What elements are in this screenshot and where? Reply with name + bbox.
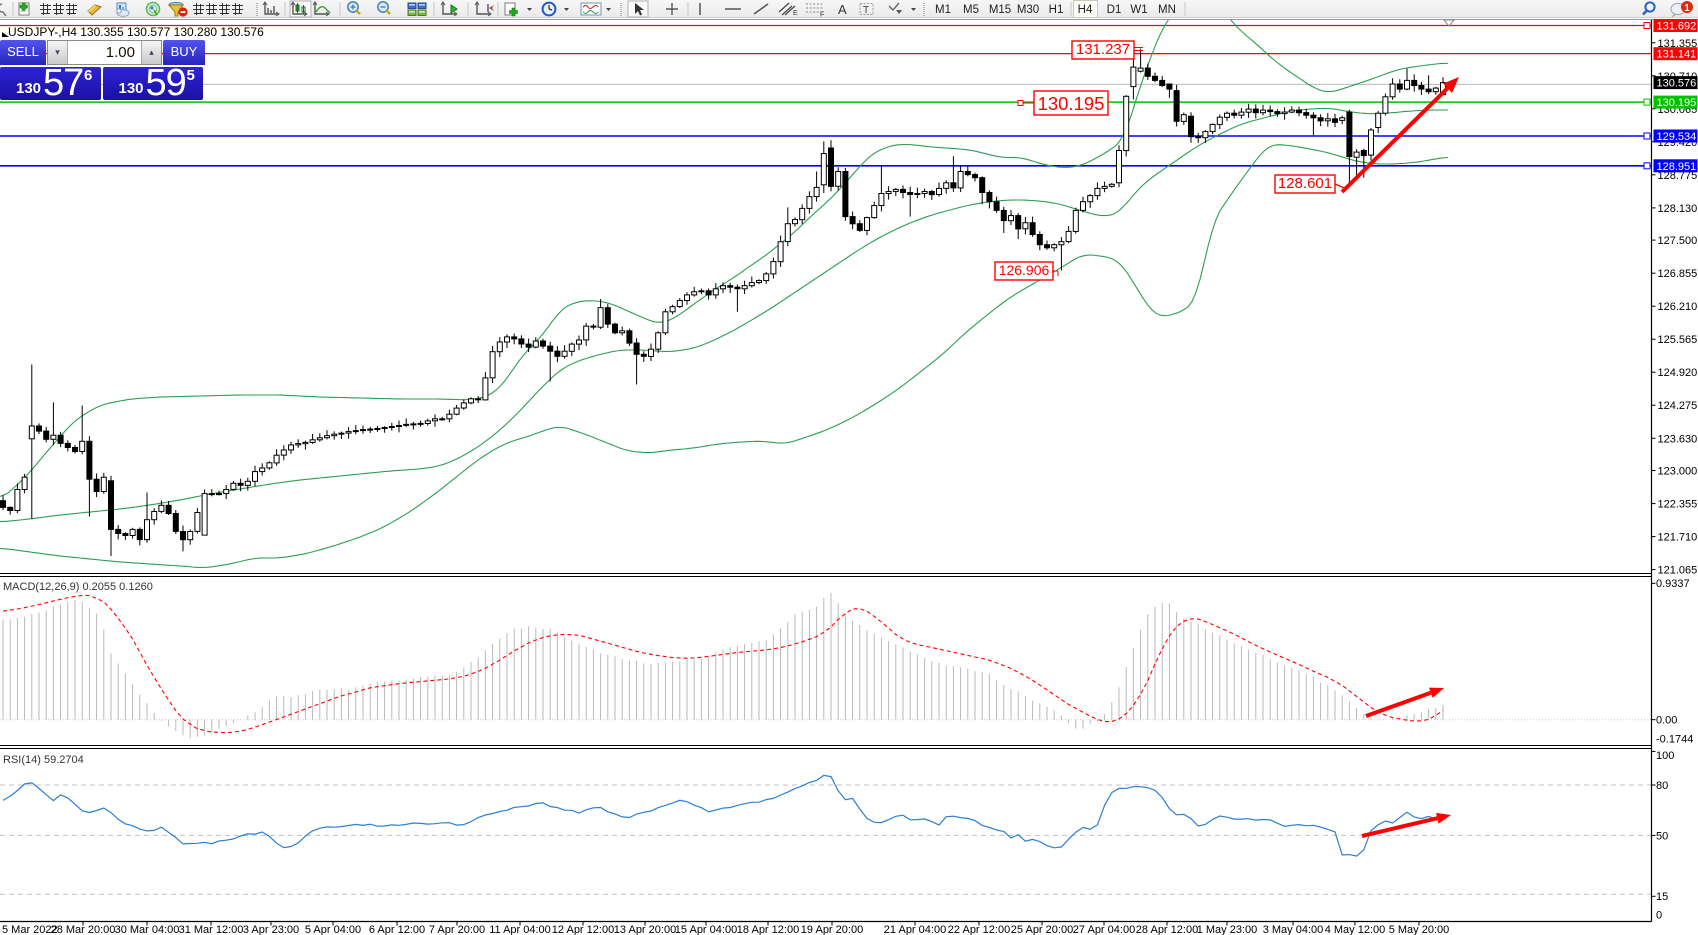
svg-text:124.920: 124.920 (1658, 367, 1698, 379)
svg-text:4 May 12:00: 4 May 12:00 (1325, 924, 1386, 935)
svg-text:M30: M30 (1017, 4, 1039, 16)
svg-text:124.275: 124.275 (1658, 400, 1698, 412)
svg-text:128.130: 128.130 (1658, 203, 1698, 215)
svg-text:0: 0 (1656, 910, 1662, 922)
svg-text:3 May 04:00: 3 May 04:00 (1263, 924, 1324, 935)
svg-text:25 Apr 20:00: 25 Apr 20:00 (1011, 924, 1073, 935)
svg-text:0.00: 0.00 (1656, 715, 1677, 727)
svg-text:130.576: 130.576 (1657, 78, 1697, 90)
svg-text:30 Mar 04:00: 30 Mar 04:00 (115, 924, 180, 935)
svg-text:M5: M5 (963, 4, 979, 16)
svg-text:USDJPY-,H4 130.355 130.577 13: USDJPY-,H4 130.355 130.577 130.280 130.5… (8, 25, 264, 39)
svg-text:5 Mar 2022: 5 Mar 2022 (2, 924, 58, 935)
svg-text:50: 50 (1656, 830, 1668, 842)
svg-text:131.355: 131.355 (1658, 38, 1698, 50)
svg-text:130.195: 130.195 (1657, 97, 1697, 109)
svg-text:28 Mar 20:00: 28 Mar 20:00 (51, 924, 116, 935)
svg-text:H1: H1 (1049, 4, 1064, 16)
svg-text:D1: D1 (1107, 4, 1122, 16)
svg-text:28 Apr 12:00: 28 Apr 12:00 (1136, 924, 1198, 935)
svg-text:13 Apr 20:00: 13 Apr 20:00 (614, 924, 676, 935)
svg-text:5 Apr 04:00: 5 Apr 04:00 (305, 924, 361, 935)
svg-text:H4: H4 (1078, 4, 1093, 16)
svg-text:130.195: 130.195 (1038, 93, 1105, 114)
svg-text:125.565: 125.565 (1658, 334, 1698, 346)
svg-text:131.237: 131.237 (1076, 41, 1130, 58)
svg-text:126.210: 126.210 (1658, 301, 1698, 313)
svg-text:27 Apr 04:00: 27 Apr 04:00 (1073, 924, 1135, 935)
svg-text:3 Apr 23:00: 3 Apr 23:00 (243, 924, 299, 935)
svg-text:A: A (838, 2, 847, 17)
svg-text:M1: M1 (935, 4, 951, 16)
svg-text:F: F (820, 12, 824, 19)
svg-text:15: 15 (1656, 891, 1668, 903)
svg-text:21 Apr 04:00: 21 Apr 04:00 (884, 924, 946, 935)
svg-text:M15: M15 (989, 4, 1011, 16)
svg-text:129.534: 129.534 (1657, 131, 1697, 143)
svg-text:T: T (863, 5, 869, 16)
svg-text:126.855: 126.855 (1658, 268, 1698, 280)
svg-text:15 Apr 04:00: 15 Apr 04:00 (675, 924, 737, 935)
svg-text:12 Apr 12:00: 12 Apr 12:00 (552, 924, 614, 935)
svg-text:0.9337: 0.9337 (1656, 578, 1690, 590)
svg-text:80: 80 (1656, 780, 1668, 792)
svg-text:7 Apr 20:00: 7 Apr 20:00 (429, 924, 485, 935)
svg-text:W1: W1 (1130, 4, 1147, 16)
svg-text:131.692: 131.692 (1657, 21, 1697, 33)
svg-text:19 Apr 20:00: 19 Apr 20:00 (801, 924, 863, 935)
svg-text:MACD(12,26,9) 0.2055 0.1260: MACD(12,26,9) 0.2055 0.1260 (3, 581, 153, 593)
svg-text:5 May 20:00: 5 May 20:00 (1389, 924, 1450, 935)
svg-text:128.601: 128.601 (1278, 175, 1332, 192)
svg-text:RSI(14) 59.2704: RSI(14) 59.2704 (3, 754, 84, 766)
svg-text:123.000: 123.000 (1658, 466, 1698, 478)
svg-text:22 Apr 12:00: 22 Apr 12:00 (948, 924, 1010, 935)
svg-text:131.141: 131.141 (1657, 49, 1697, 61)
svg-text:18 Apr 12:00: 18 Apr 12:00 (737, 924, 799, 935)
svg-text:128.951: 128.951 (1657, 161, 1697, 173)
svg-text:E: E (793, 10, 798, 17)
svg-text:31 Mar 12:00: 31 Mar 12:00 (179, 924, 244, 935)
svg-text:MN: MN (1158, 4, 1176, 16)
svg-text:122.355: 122.355 (1658, 499, 1698, 511)
svg-text:1 May 23:00: 1 May 23:00 (1197, 924, 1258, 935)
svg-text:6 Apr 12:00: 6 Apr 12:00 (369, 924, 425, 935)
svg-text:128.775: 128.775 (1658, 170, 1698, 182)
svg-text:126.906: 126.906 (999, 262, 1050, 278)
svg-text:123.630: 123.630 (1658, 433, 1698, 445)
svg-text:121.065: 121.065 (1658, 565, 1698, 577)
svg-text:100: 100 (1656, 750, 1674, 762)
svg-text:121.710: 121.710 (1658, 532, 1698, 544)
svg-text:1: 1 (1684, 3, 1690, 14)
svg-text:11 Apr 04:00: 11 Apr 04:00 (489, 924, 551, 935)
svg-text:-0.1744: -0.1744 (1656, 734, 1693, 746)
svg-text:127.500: 127.500 (1658, 235, 1698, 247)
